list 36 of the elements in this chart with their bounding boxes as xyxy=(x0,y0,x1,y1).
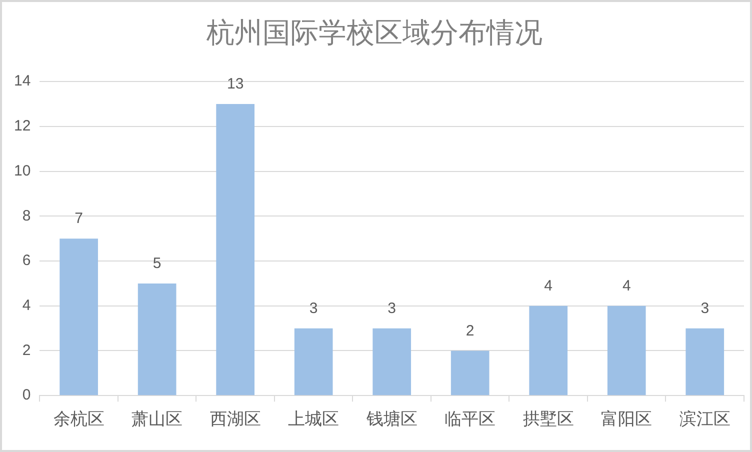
bar xyxy=(372,328,412,396)
bar xyxy=(607,306,646,396)
bar xyxy=(294,328,333,396)
x-tick-label: 临平区 xyxy=(444,409,496,428)
bar xyxy=(686,328,724,396)
bar xyxy=(138,283,176,396)
data-label: 4 xyxy=(622,278,631,295)
x-tick-label: 余杭区 xyxy=(53,409,104,428)
bar xyxy=(60,238,98,396)
data-label: 13 xyxy=(226,76,244,93)
bar xyxy=(450,350,490,396)
y-tick-label: 6 xyxy=(22,252,31,270)
x-tick-label: 西湖区 xyxy=(210,409,261,428)
y-tick-label: 0 xyxy=(22,386,31,404)
data-label: 3 xyxy=(700,300,710,317)
data-label: 4 xyxy=(544,278,553,295)
x-tick-label: 滨江区 xyxy=(679,409,730,428)
chart-title: 杭州国际学校区域分布情况 xyxy=(206,18,542,50)
x-tick-label: 拱墅区 xyxy=(522,409,574,428)
y-tick-label: 4 xyxy=(22,297,31,314)
y-tick-label: 12 xyxy=(14,118,31,135)
data-label: 2 xyxy=(466,322,474,340)
x-tick-label: 上城区 xyxy=(288,409,340,428)
bar xyxy=(529,306,568,396)
data-label: 3 xyxy=(388,300,396,317)
y-tick-label: 10 xyxy=(14,162,31,180)
x-tick-label: 萧山区 xyxy=(132,409,183,428)
bar xyxy=(216,104,254,396)
y-tick-label: 8 xyxy=(22,207,31,224)
x-tick-label: 钱塘区 xyxy=(365,409,418,428)
data-label: 7 xyxy=(74,210,83,228)
y-tick-label: 2 xyxy=(22,342,31,359)
x-tick-label: 富阳区 xyxy=(601,409,652,428)
data-label: 5 xyxy=(152,255,162,272)
y-tick-label: 14 xyxy=(14,72,31,90)
data-label: 3 xyxy=(309,300,318,317)
